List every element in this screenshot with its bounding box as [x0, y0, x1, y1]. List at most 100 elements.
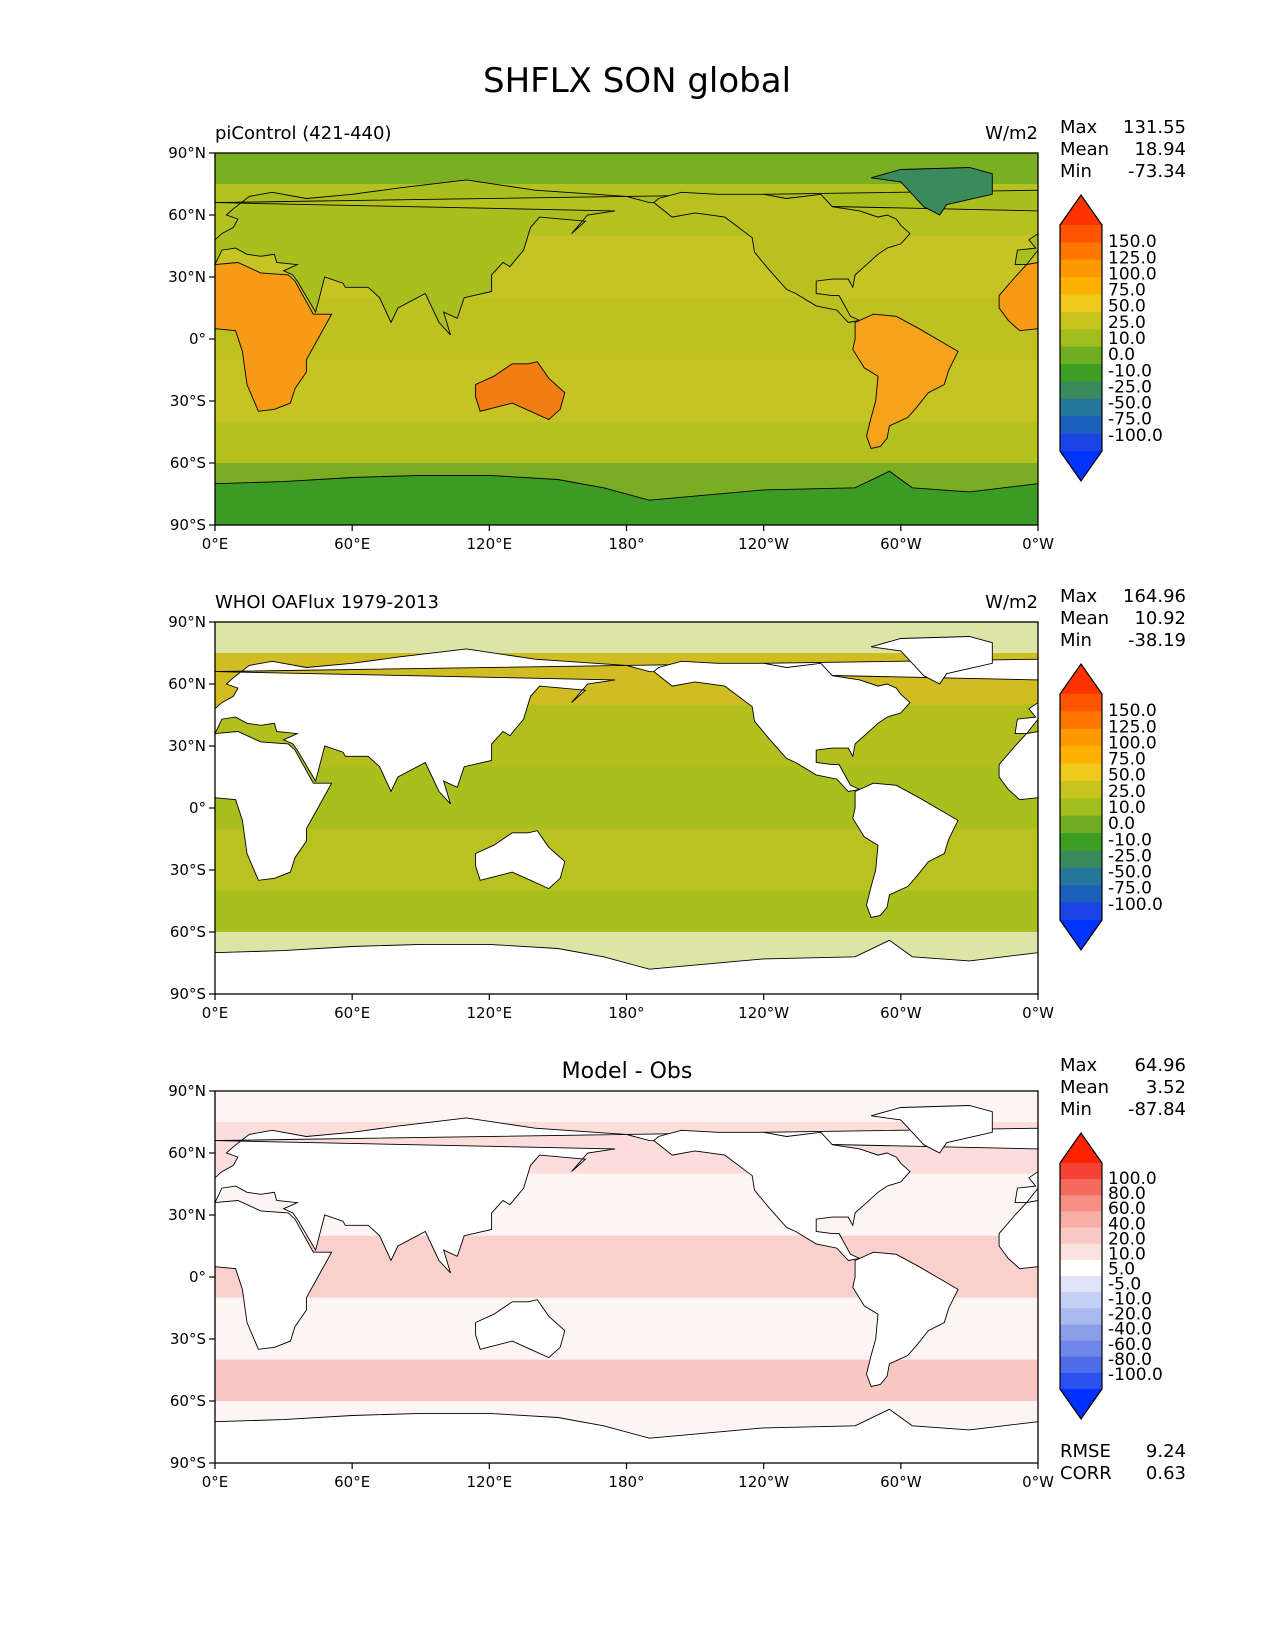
lon-tick-label: 0°E	[202, 535, 229, 553]
colorbar-bin	[1060, 329, 1102, 348]
colorbar-bin	[1060, 1211, 1102, 1229]
colorbar-bin	[1060, 1356, 1102, 1374]
lat-tick-label: 60°N	[168, 1144, 206, 1162]
land-northAmerica	[653, 191, 911, 323]
colorbar-level-label: -20.0	[1108, 1305, 1152, 1325]
stat-max-label: Max	[1060, 117, 1098, 138]
lon-tick-label: 60°W	[880, 1473, 922, 1491]
panel-units: W/m2	[985, 123, 1038, 144]
colorbar-level-label: 10.0	[1108, 798, 1146, 818]
lat-tick-label: 0°	[189, 1268, 206, 1286]
colorbar-level-label: -75.0	[1108, 410, 1152, 430]
colorbar-level-label: -60.0	[1108, 1335, 1152, 1355]
colorbar-level-label: 25.0	[1108, 782, 1146, 802]
lon-tick-label: 120°E	[467, 1473, 513, 1491]
land-greenland	[870, 1105, 993, 1154]
colorbar-level-label: 40.0	[1108, 1214, 1146, 1234]
colorbar-bin	[1060, 833, 1102, 851]
colorbar-bin	[1060, 763, 1102, 782]
stat-mean-label: Mean	[1060, 608, 1109, 629]
colorbar-bin	[1060, 1276, 1102, 1293]
land-antarctica	[215, 939, 1038, 994]
land-greenland	[870, 636, 993, 685]
map-area	[215, 1091, 1038, 1463]
colorbar-level-label: 5.0	[1108, 1259, 1135, 1279]
stat-min-label: Min	[1060, 161, 1092, 182]
colorbar-bin	[1060, 1243, 1102, 1261]
stat-max-label: Max	[1060, 586, 1098, 607]
colorbar-level-label: 75.0	[1108, 750, 1146, 770]
rmse-label: RMSE	[1060, 1441, 1111, 1462]
colorbar-bin	[1060, 885, 1102, 904]
colorbar-bin	[1060, 1259, 1102, 1277]
colorbar-bin	[1060, 711, 1102, 730]
colorbar: 100.080.060.040.020.010.05.0-5.0-10.0-20…	[1059, 1131, 1163, 1421]
lat-tick-label: 90°N	[168, 613, 206, 631]
colorbar-level-label: 50.0	[1108, 766, 1146, 786]
lat-tick-label: 30°S	[170, 1330, 206, 1348]
lat-tick-label: 90°N	[168, 1082, 206, 1100]
colorbar-level-label: 50.0	[1108, 297, 1146, 317]
lat-tick-label: 0°	[189, 799, 206, 817]
land-africa	[215, 262, 333, 412]
lon-tick-label: 60°E	[334, 1473, 370, 1491]
colorbar-level-label: 75.0	[1108, 281, 1146, 301]
lat-tick-label: 0°	[189, 330, 206, 348]
lon-tick-label: 120°W	[738, 1473, 789, 1491]
land-australia	[475, 830, 566, 890]
colorbar-level-label: -100.0	[1108, 426, 1163, 446]
colorbar-bin	[1060, 798, 1102, 817]
colorbar-bin	[1060, 850, 1102, 869]
land-australia	[475, 1299, 566, 1359]
colorbar-bin	[1060, 694, 1102, 712]
land-eurasia	[215, 1117, 627, 1274]
colorbar-level-label: -10.0	[1108, 830, 1152, 850]
lon-tick-label: 120°E	[467, 1004, 513, 1022]
lat-tick-label: 90°S	[170, 1454, 206, 1472]
colorbar-level-label: -25.0	[1108, 377, 1152, 397]
colorbar-level-label: -80.0	[1108, 1350, 1152, 1370]
lon-tick-label: 120°W	[738, 1004, 789, 1022]
colorbar-extend-max	[1060, 195, 1102, 225]
stat-mean-value: 18.94	[1134, 139, 1186, 160]
field-band	[215, 421, 1038, 463]
colorbar-level-label: -5.0	[1108, 1275, 1141, 1295]
lon-tick-label: 60°W	[880, 1004, 922, 1022]
colorbar-level-label: 10.0	[1108, 329, 1146, 349]
colorbar-level-label: 10.0	[1108, 1244, 1146, 1264]
lon-tick-label: 60°W	[880, 535, 922, 553]
land-southAmerica	[852, 313, 959, 450]
land-eurasia	[215, 179, 627, 336]
lat-tick-label: 60°N	[168, 206, 206, 224]
land-greenland	[870, 167, 993, 216]
lat-tick-label: 60°S	[170, 1392, 206, 1410]
stat-max-value: 131.55	[1123, 117, 1186, 138]
panel-model: piControl (421-440) W/m2 Max 131.55 Mean…	[168, 117, 1186, 553]
map-area	[215, 153, 1038, 525]
colorbar-outline	[1059, 662, 1103, 952]
stat-min-value: -87.84	[1128, 1099, 1186, 1120]
land-southAmerica	[852, 1251, 959, 1388]
colorbar-bin	[1060, 259, 1102, 278]
colorbar: 150.0125.0100.075.050.025.010.00.0-10.0-…	[1059, 662, 1163, 952]
rmse-value: 9.24	[1146, 1441, 1186, 1462]
colorbar-bin	[1060, 225, 1102, 243]
stat-min-value: -38.19	[1128, 630, 1186, 651]
lat-tick-label: 60°S	[170, 923, 206, 941]
lon-tick-label: 0°E	[202, 1473, 229, 1491]
lon-tick-label: 0°W	[1022, 535, 1054, 553]
colorbar-bin	[1060, 1292, 1102, 1309]
colorbar-bin	[1060, 381, 1102, 400]
colorbar-bin	[1060, 1179, 1102, 1196]
land-northAmerica	[653, 1129, 911, 1261]
colorbar-level-label: -40.0	[1108, 1320, 1152, 1340]
land-southAmerica	[852, 782, 959, 919]
lon-tick-label: 60°E	[334, 1004, 370, 1022]
colorbar-bin	[1060, 1195, 1102, 1212]
colorbar-bin	[1060, 1324, 1102, 1342]
land-eurasia	[215, 648, 627, 805]
stat-min-label: Min	[1060, 630, 1092, 651]
lon-tick-label: 120°W	[738, 535, 789, 553]
colorbar-bin	[1060, 242, 1102, 261]
